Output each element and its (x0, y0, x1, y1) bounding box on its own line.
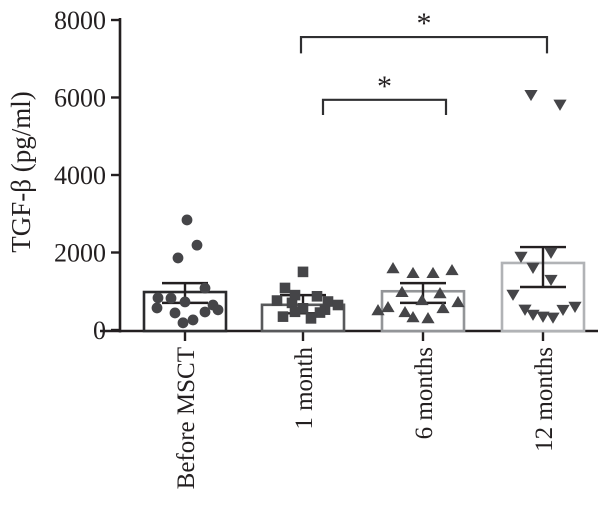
data-point-triangle-up (436, 301, 450, 314)
significance-asterisk: * (417, 7, 432, 40)
data-point-triangle-down (506, 289, 520, 301)
data-point-triangle-up (398, 305, 412, 318)
data-point-circle (187, 314, 199, 326)
data-point-square (277, 311, 289, 322)
data-point-triangle-down (553, 99, 567, 111)
significance-bracket (299, 35, 549, 54)
data-point-triangle-down (544, 274, 558, 287)
significance-asterisk: * (377, 70, 392, 103)
data-point-square (322, 296, 334, 307)
data-point-triangle-down (546, 312, 560, 324)
data-point-triangle-up (406, 266, 420, 279)
data-point-triangle-down (568, 301, 582, 313)
significance-bracket (321, 98, 448, 115)
x-tick-label: 6 months (411, 347, 438, 439)
data-point-triangle-down (526, 262, 540, 274)
data-point-triangle-up (395, 285, 409, 298)
data-point-triangle-down (514, 251, 528, 263)
data-point-triangle-up (451, 295, 465, 308)
data-point-square (297, 303, 309, 314)
data-point-triangle-down (524, 89, 538, 102)
x-tick-label: 12 months (531, 347, 558, 452)
data-point-circle (179, 296, 191, 308)
data-point-triangle-down (526, 309, 540, 321)
y-tick-label: 6000 (54, 84, 106, 113)
data-point-circle (169, 307, 181, 319)
data-point-triangle-down (556, 304, 570, 317)
x-tick-label: Before MSCT (173, 347, 200, 489)
data-point-triangle-up (415, 293, 429, 306)
data-point-triangle-down (544, 247, 558, 259)
data-point-square (271, 295, 283, 306)
data-point-triangle-up (386, 262, 400, 274)
data-point-triangle-up (421, 311, 435, 324)
data-point-square (289, 289, 301, 301)
data-point-triangle-up (371, 304, 385, 316)
y-tick-label: 8000 (54, 6, 106, 35)
data-point-circle (191, 239, 203, 251)
data-point-square (332, 299, 344, 311)
data-point-circle (177, 317, 189, 329)
data-point-square (311, 290, 323, 302)
data-point-circle (152, 292, 164, 304)
data-point-square (314, 307, 326, 318)
data-point-circle (181, 214, 193, 226)
data-point-triangle-down (518, 304, 532, 316)
x-tick-label: 1 month (291, 347, 318, 430)
data-point-circle (199, 306, 211, 318)
data-point-circle (212, 304, 224, 316)
y-tick-label: 4000 (54, 161, 106, 190)
data-point-circle (151, 302, 163, 314)
data-point-circle (199, 282, 211, 294)
data-point-triangle-up (445, 263, 459, 276)
data-point-triangle-up (426, 266, 440, 279)
data-point-square (305, 313, 317, 324)
data-point-triangle-up (406, 311, 420, 323)
data-point-circle (172, 252, 184, 264)
y-tick-label: 2000 (54, 239, 106, 268)
data-point-triangle-up (433, 286, 447, 299)
data-point-square (286, 297, 298, 309)
data-point-square (297, 266, 309, 278)
y-tick-label: 0 (93, 316, 106, 345)
data-point-square (279, 282, 291, 294)
data-point-circle (165, 292, 177, 304)
data-point-triangle-down (536, 311, 550, 323)
y-axis-title: TGF-β (pg/ml) (6, 91, 36, 252)
data-point-square (289, 306, 301, 318)
data-point-triangle-up (381, 300, 395, 313)
